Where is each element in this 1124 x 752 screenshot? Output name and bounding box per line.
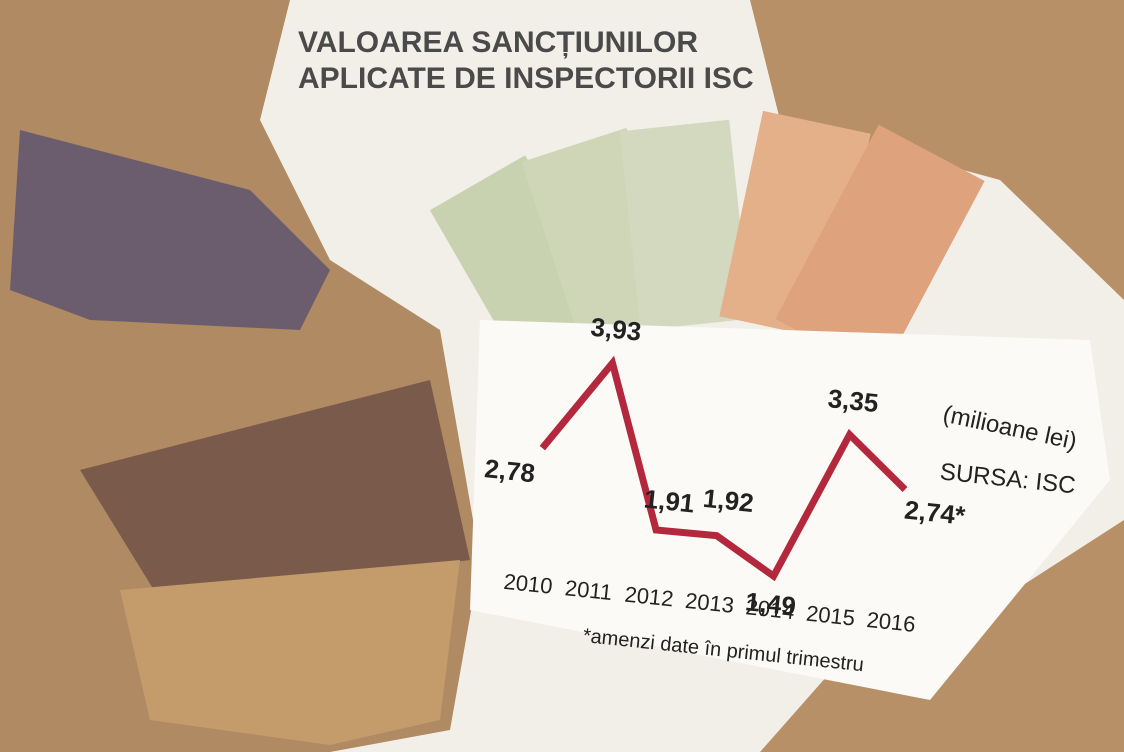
line [539,355,908,582]
x-tick-label: 2016 [865,607,916,637]
banknote [429,155,621,375]
banknote [775,124,985,376]
banknotes [429,110,985,376]
title-line: APLICATE DE INSPECTORII ISC [298,62,754,95]
value-label: 2,74* [903,495,967,531]
value-label: 2,78 [483,453,536,488]
banknote [619,119,751,331]
title-line: VALOAREA SANCȚIUNILOR [298,26,698,59]
x-tick-label: 2015 [805,601,856,631]
value-label: 3,35 [826,383,879,418]
x-tick-label: 2013 [684,588,735,618]
x-tick-label: 2011 [564,575,614,605]
value-label: 1,92 [702,483,755,518]
jacket [750,0,1124,752]
value-label: 1,91 [642,484,695,519]
glove-stripes [80,380,470,600]
x-tick-label: 2012 [623,582,674,612]
x-tick-label: 2014 [744,594,795,624]
glove-fingers [120,560,460,745]
value-label: 3,93 [589,312,642,347]
x-tick-label: 2010 [502,569,553,599]
chart-card [470,320,1110,700]
glove-cuff [10,130,330,330]
value-label: 1,49 [744,586,797,621]
